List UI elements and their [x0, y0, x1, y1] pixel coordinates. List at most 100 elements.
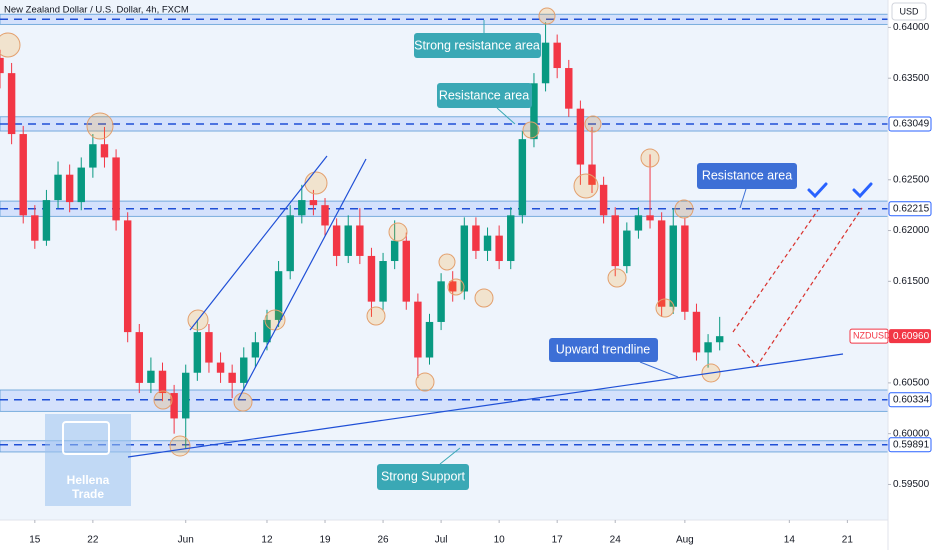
annotation-box [377, 464, 469, 490]
chart-title: New Zealand Dollar / U.S. Dollar, 4h, FX… [4, 5, 189, 16]
candle-body [599, 184, 608, 216]
y-tick-label: 0.60000 [893, 428, 930, 439]
candle-body [565, 68, 573, 109]
candle-body [158, 370, 167, 394]
candle-body [65, 174, 74, 203]
candle-body [263, 319, 271, 343]
candle-body [42, 200, 51, 241]
candle-body [692, 311, 701, 353]
x-tick-label: Jun [178, 535, 194, 546]
candle-body [530, 83, 538, 140]
last-price-label: 0.60960 [893, 331, 930, 342]
candle-body [344, 225, 352, 256]
candle-body [425, 321, 434, 358]
candle-body [274, 271, 283, 320]
candle-body [495, 235, 503, 262]
candle-body [7, 73, 16, 135]
time-axis [0, 520, 888, 550]
currency-box [891, 2, 927, 21]
candle-body [205, 332, 213, 363]
level-label: 0.60334 [893, 394, 930, 405]
zone [0, 440, 889, 453]
candle-body [216, 362, 225, 373]
y-tick-label: 0.59500 [893, 479, 930, 490]
projection [732, 207, 863, 367]
level-tag [888, 392, 932, 408]
candle-body [0, 57, 4, 74]
price-axis [888, 0, 932, 550]
candle-body [100, 144, 109, 158]
logo-text: Hellena [67, 473, 110, 487]
watermark: Hellena Trade [45, 414, 131, 506]
x-tick-label: 12 [261, 535, 273, 546]
candle-body [77, 167, 85, 203]
annotation: Strong resistance area [414, 38, 540, 52]
candle-body [123, 220, 132, 333]
candle-body [89, 144, 97, 168]
last-price-tag [889, 329, 931, 344]
candle-body [715, 336, 724, 343]
candle-body [472, 225, 480, 251]
candle-body [646, 215, 654, 221]
candle-body [541, 42, 550, 84]
x-tick-label: 19 [319, 535, 331, 546]
logo-monitor [62, 421, 110, 455]
candle-body [309, 200, 318, 206]
x-tick-label: 10 [494, 535, 506, 546]
candle-body [135, 332, 144, 383]
candle-body [414, 301, 422, 358]
annotation: Resistance area [702, 168, 792, 182]
candle-body [623, 230, 631, 267]
candle-body [54, 174, 62, 201]
level-tag [888, 437, 932, 453]
trendlines [127, 155, 844, 458]
highlight-circles [0, 7, 721, 457]
candle-body [367, 255, 376, 302]
callout-line [496, 107, 516, 125]
currency: USD [899, 6, 919, 16]
annotation: Resistance area [439, 88, 529, 102]
candle-body [576, 108, 585, 165]
candle-body [332, 225, 341, 256]
candle-body [657, 220, 666, 307]
x-tick-label: 21 [842, 535, 854, 546]
level-tag [888, 201, 932, 217]
candle-body [437, 281, 445, 322]
candle-body [507, 215, 515, 262]
candle-body [390, 240, 399, 262]
level-label: 0.62215 [893, 203, 930, 214]
checkmarks [807, 182, 873, 199]
logo-box [45, 414, 131, 506]
candle-body [518, 139, 527, 216]
candle-body [321, 205, 329, 226]
annotation-box [549, 338, 658, 362]
candle-body [483, 235, 492, 251]
candle-body [298, 200, 306, 216]
candle-body [147, 370, 155, 383]
y-tick-label: 0.60500 [893, 378, 930, 389]
annotation: Upward trendline [556, 342, 651, 356]
annotation-box [437, 83, 532, 108]
candle-body [634, 215, 643, 231]
x-tick-label: 17 [552, 535, 564, 546]
x-tick-label: 26 [377, 535, 389, 546]
last-price-symbol-tag [849, 328, 889, 344]
x-tick-label: 22 [87, 535, 99, 546]
callout-line [739, 188, 747, 209]
candle-body [240, 357, 248, 383]
x-tick-label: Aug [676, 535, 694, 546]
candle-body [402, 240, 410, 302]
y-tick-label: 0.61500 [893, 276, 930, 287]
candle-body [379, 261, 387, 302]
candle-body [31, 215, 39, 241]
y-tick-label: 0.62000 [893, 225, 930, 236]
candle-body [448, 281, 457, 292]
candle-body [669, 225, 677, 307]
annotation: Strong Support [381, 469, 466, 483]
candle-body [286, 215, 294, 272]
last-price-symbol: NZDUSD [853, 331, 891, 341]
candle-body [460, 225, 469, 292]
level-label: 0.59891 [893, 439, 930, 450]
annotation-box [414, 33, 541, 58]
